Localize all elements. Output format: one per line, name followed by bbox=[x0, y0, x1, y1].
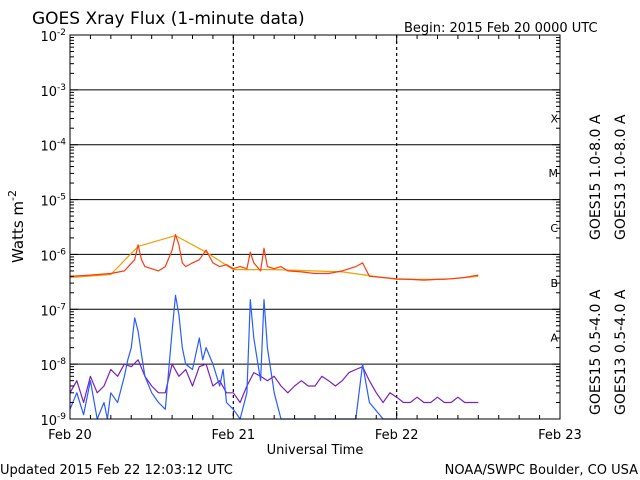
y-tick-label: 10-7 bbox=[40, 302, 66, 319]
y-tick-label: 10-9 bbox=[40, 412, 66, 429]
series-line-0 bbox=[69, 234, 479, 281]
x-axis-label: Universal Time bbox=[267, 443, 364, 458]
series-line-1 bbox=[69, 235, 479, 280]
y-tick-label: 10-8 bbox=[40, 357, 66, 374]
flare-class-label: M bbox=[549, 167, 559, 180]
credit: NOAA/SWPC Boulder, CO USA bbox=[445, 463, 638, 478]
x-tick-label: Feb 21 bbox=[211, 428, 255, 443]
x-tick-label: Feb 20 bbox=[48, 428, 92, 443]
y-tick-label: 10-6 bbox=[40, 247, 66, 264]
y-axis-label: Watts m-2 bbox=[6, 190, 27, 263]
grid-layer bbox=[70, 35, 560, 419]
y-tick-label: 10-5 bbox=[40, 193, 66, 210]
legend-entry: GOES13 1.0-8.0 A bbox=[613, 114, 629, 240]
flare-class-label: C bbox=[550, 222, 558, 235]
begin-date: Begin: 2015 Feb 20 0000 UTC bbox=[404, 21, 598, 36]
series-layer bbox=[69, 234, 479, 420]
x-tick-label: Feb 22 bbox=[375, 428, 419, 443]
legend-entry: GOES15 1.0-8.0 A bbox=[588, 114, 604, 240]
updated-timestamp: Updated 2015 Feb 22 12:03:12 UTC bbox=[0, 463, 233, 478]
flare-class-label: A bbox=[550, 332, 558, 345]
flare-class-label: B bbox=[550, 277, 558, 290]
y-tick-label: 10-4 bbox=[40, 138, 66, 155]
y-tick-label: 10-3 bbox=[40, 83, 66, 100]
chart-title: GOES Xray Flux (1-minute data) bbox=[32, 9, 305, 29]
y-tick-label: 10-2 bbox=[40, 28, 66, 45]
legend-entry: GOES13 0.5-4.0 A bbox=[613, 289, 629, 415]
series-line-3 bbox=[69, 359, 479, 404]
flare-class-label: X bbox=[550, 112, 558, 125]
plot-frame bbox=[69, 34, 561, 420]
legend: GOES15 1.0-8.0 A GOES13 1.0-8.0 A GOES15 0… bbox=[588, 114, 629, 415]
legend-entry: GOES15 0.5-4.0 A bbox=[588, 289, 604, 415]
x-tick-label: Feb 23 bbox=[538, 428, 582, 443]
